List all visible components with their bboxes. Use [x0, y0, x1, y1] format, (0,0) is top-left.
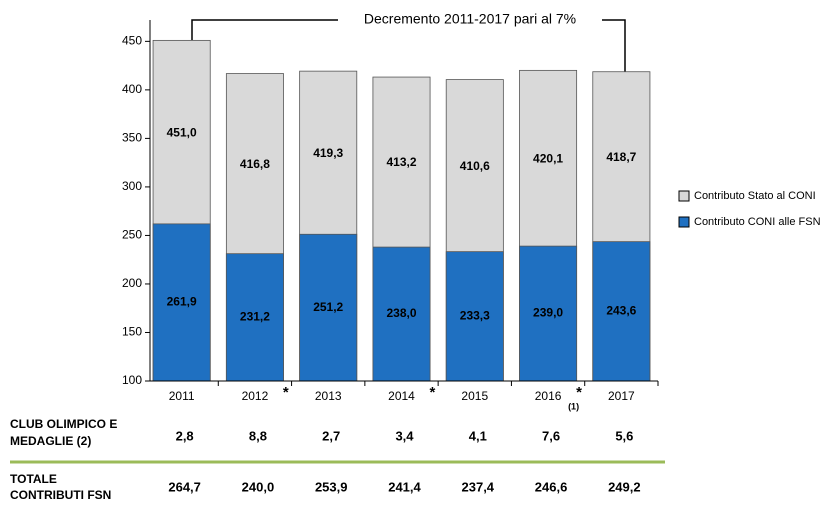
value-label: 420,1: [533, 151, 563, 165]
table-cell: 253,9: [315, 479, 348, 494]
table-cell: 7,6: [542, 428, 560, 443]
bar: [225, 253, 284, 382]
x-tick-label: 2015: [461, 389, 488, 403]
value-label: 261,9: [167, 295, 197, 309]
table-cell: 3,4: [395, 428, 414, 443]
category-subnote: (1): [568, 401, 579, 411]
y-tick-label: 300: [122, 179, 142, 193]
legend-label: Contributo Stato al CONI: [694, 190, 816, 202]
x-tick-label: 2012: [242, 389, 269, 403]
annotation-arrow: [602, 19, 626, 81]
value-label: 231,2: [240, 310, 270, 324]
value-label: 418,7: [606, 150, 636, 164]
x-tick-label: 2011: [169, 389, 195, 403]
category-mark: *: [576, 384, 582, 401]
y-tick-label: 400: [122, 82, 142, 96]
x-tick-label: 2014: [388, 389, 415, 403]
value-label: 233,3: [460, 308, 490, 322]
table-cell: 241,4: [388, 479, 421, 494]
table-cell: 5,6: [615, 428, 633, 443]
value-label: 238,0: [386, 306, 416, 320]
y-tick-label: 250: [122, 228, 142, 242]
row-label: TOTALE: [10, 472, 57, 486]
category-mark: *: [430, 384, 436, 401]
y-tick-label: 450: [122, 34, 142, 48]
bar: [299, 233, 358, 382]
row-label: CONTRIBUTI FSN: [10, 488, 111, 502]
bar: [519, 245, 578, 382]
table-cell: 246,6: [535, 479, 568, 494]
y-tick-label: 150: [122, 325, 142, 339]
table-cell: 264,7: [168, 479, 201, 494]
table-cell: 2,7: [322, 428, 340, 443]
table-cell: 240,0: [242, 479, 275, 494]
value-label: 416,8: [240, 157, 270, 171]
value-label: 243,6: [606, 303, 636, 317]
category-mark: *: [283, 384, 289, 401]
y-tick-label: 350: [122, 131, 142, 145]
table-cell: 4,1: [469, 428, 487, 443]
bar: [445, 251, 504, 382]
value-label: 413,2: [386, 155, 416, 169]
y-tick-label: 100: [122, 373, 142, 387]
table-cell: 2,8: [176, 428, 194, 443]
legend-label: Contributo CONI alle FSN: [694, 216, 821, 228]
value-label: 419,3: [313, 146, 343, 160]
value-label: 239,0: [533, 306, 563, 320]
value-label: 451,0: [167, 125, 197, 139]
x-tick-label: 2013: [315, 389, 342, 403]
annotation: Decremento 2011-2017 pari al 7%: [364, 11, 576, 27]
table-cell: 8,8: [249, 428, 267, 443]
x-tick-label: 2016: [535, 389, 562, 403]
bar: [152, 223, 211, 382]
table-cell: 237,4: [462, 479, 495, 494]
bar: [592, 241, 651, 382]
legend-swatch: [678, 190, 690, 202]
y-tick-label: 200: [122, 276, 142, 290]
legend-swatch: [678, 216, 690, 228]
table-cell: 249,2: [608, 479, 641, 494]
value-label: 251,2: [313, 300, 343, 314]
bar: [372, 246, 431, 382]
row-label: CLUB OLIMPICO E: [10, 417, 117, 431]
row-label: MEDAGLIE (2): [10, 434, 91, 448]
x-tick-label: 2017: [608, 389, 635, 403]
value-label: 410,6: [460, 159, 490, 173]
